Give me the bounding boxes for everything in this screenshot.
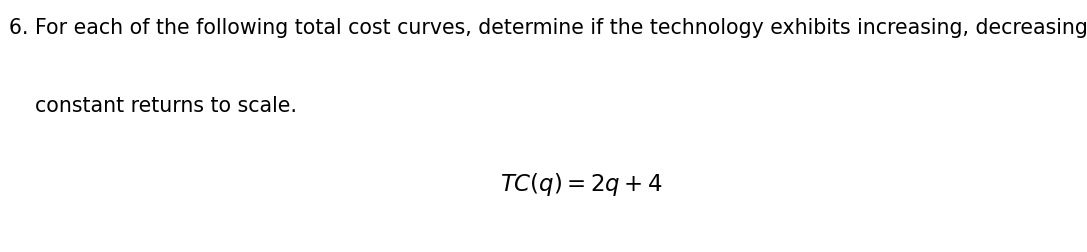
Text: constant returns to scale.: constant returns to scale. (9, 96, 297, 116)
Text: 6. For each of the following total cost curves, determine if the technology exhi: 6. For each of the following total cost … (9, 18, 1087, 38)
Text: $TC(q) = 2q+4$: $TC(q) = 2q+4$ (500, 171, 663, 198)
